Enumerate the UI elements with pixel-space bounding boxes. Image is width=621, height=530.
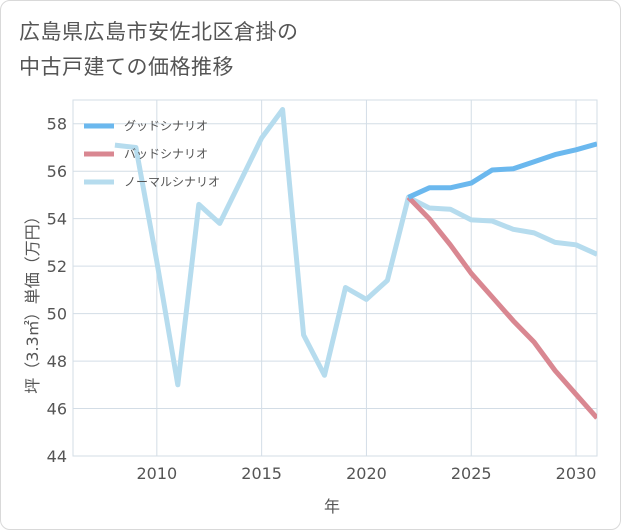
x-tick-label: 2020	[346, 464, 387, 483]
y-tick-label: 58	[47, 115, 67, 134]
x-tick-label: 2025	[451, 464, 492, 483]
tick-labels: 44 46 48 50 52 54 56 58 2010 2015 2020 2025 2030	[47, 115, 597, 483]
series-line-2	[114, 107, 597, 388]
series-line-0	[407, 141, 597, 200]
legend-label-2: ノーマルシナリオ	[124, 175, 220, 189]
x-tick-label: 2015	[241, 464, 282, 483]
y-tick-label: 50	[47, 305, 67, 324]
series-line-1	[406, 195, 597, 420]
y-tick-label: 46	[47, 400, 67, 419]
y-axis-title: 坪（3.3㎡）単価（万円）	[23, 208, 42, 393]
series-layer	[114, 107, 597, 420]
y-tick-label: 44	[47, 447, 67, 466]
plot-border	[72, 99, 598, 457]
legend-label-1: バッドシナリオ	[124, 147, 208, 161]
x-tick-label: 2030	[556, 464, 597, 483]
chart-title-line-2: 中古戸建ての価格推移	[19, 55, 234, 79]
y-tick-label: 48	[47, 352, 67, 371]
y-tick-label: 52	[47, 257, 67, 276]
grid	[72, 99, 598, 457]
x-tick-label: 2010	[136, 464, 177, 483]
y-tick-label: 54	[47, 210, 67, 229]
chart-title: 広島県広島市安佐北区倉掛の 中古戸建ての価格推移	[19, 15, 299, 85]
legend-label-0: グッドシナリオ	[124, 119, 208, 133]
y-tick-label: 56	[47, 162, 67, 181]
x-axis-title: 年	[324, 497, 340, 516]
chart-title-line-1: 広島県広島市安佐北区倉掛の	[19, 20, 299, 44]
